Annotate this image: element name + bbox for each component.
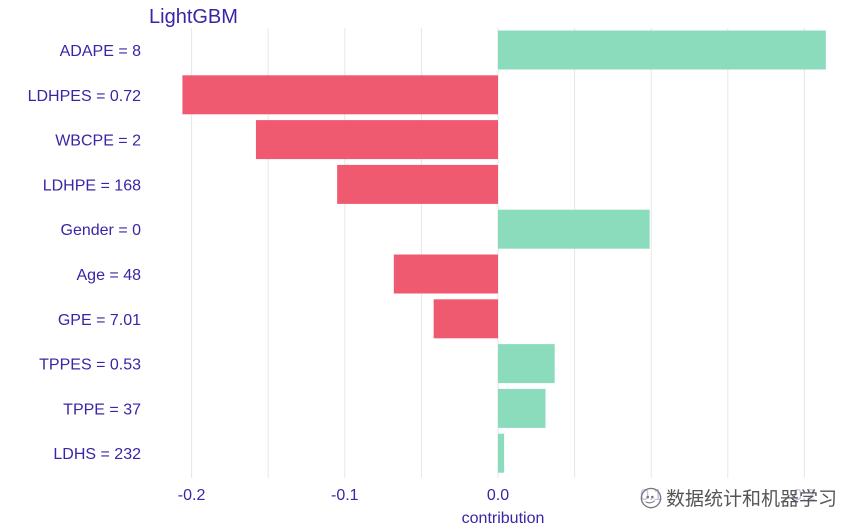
- bar-4: [498, 209, 650, 249]
- bar-7: [498, 344, 555, 384]
- y-tick-label: LDHPES = 0.72: [28, 88, 142, 105]
- chart-title: LightGBM: [149, 6, 238, 28]
- bar-0: [498, 30, 826, 70]
- y-tick-label: Age = 48: [77, 267, 142, 284]
- bar-2: [255, 120, 498, 160]
- y-tick-label: ADAPE = 8: [60, 43, 141, 60]
- x-tick-label: -0.1: [331, 487, 359, 504]
- y-tick-label: TPPES = 0.53: [39, 357, 141, 374]
- bar-9: [498, 433, 505, 473]
- y-tick-label: GPE = 7.01: [58, 312, 141, 329]
- watermark-text: 数据统计和机器学习: [665, 488, 837, 510]
- y-tick-label: WBCPE = 2: [55, 133, 141, 150]
- y-tick-label: LDHPE = 168: [43, 177, 141, 194]
- x-tick-label: -0.2: [178, 487, 206, 504]
- bar-6: [433, 299, 498, 339]
- watermark: 数据统计和机器学习: [637, 484, 839, 511]
- y-tick-label: TPPE = 37: [63, 401, 141, 418]
- x-tick-label: 0.0: [487, 487, 509, 504]
- bar-8: [498, 388, 546, 428]
- bar-3: [337, 164, 498, 204]
- y-tick-label: Gender = 0: [61, 222, 142, 239]
- bar-5: [393, 254, 498, 294]
- bars: [182, 30, 826, 473]
- x-axis-title: contribution: [462, 510, 545, 527]
- y-axis-labels: ADAPE = 8 LDHPES = 0.72 WBCPE = 2 LDHPE = 1…: [28, 43, 142, 463]
- y-tick-label: LDHS = 232: [53, 446, 141, 463]
- bar-1: [182, 75, 498, 115]
- wechat-icon: [640, 487, 662, 508]
